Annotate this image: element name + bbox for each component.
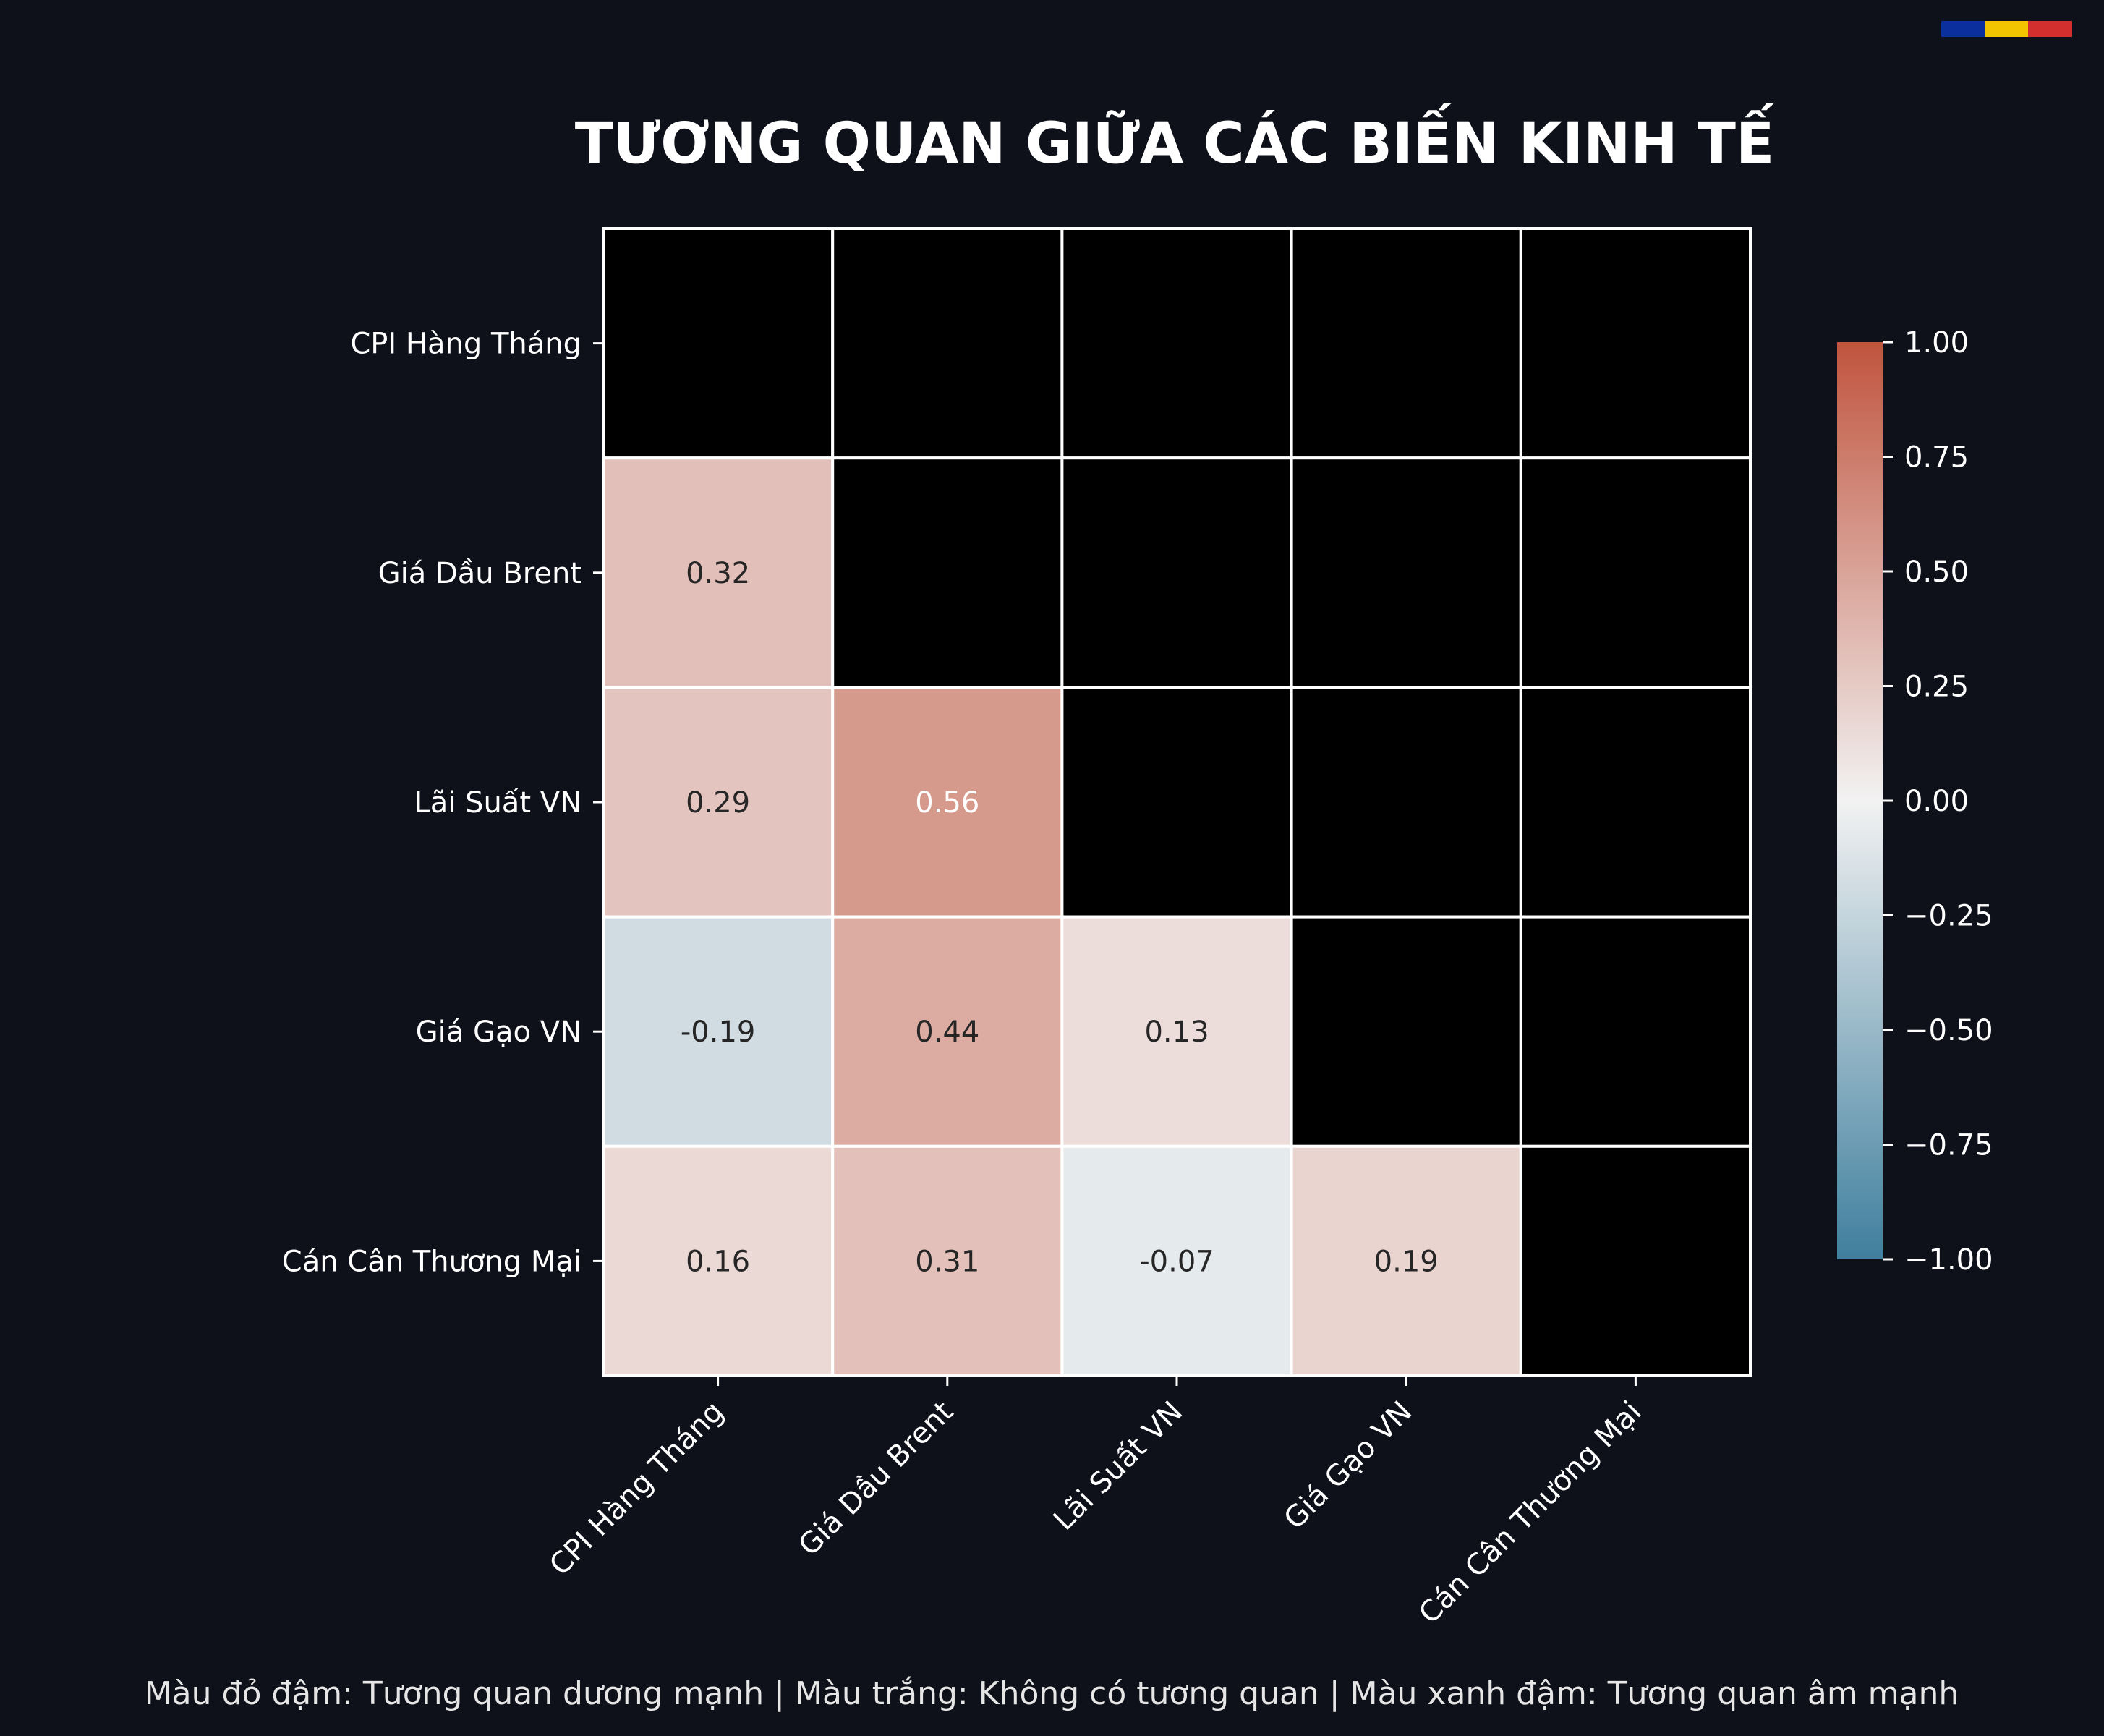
heatmap-cell-r4-c0 xyxy=(602,1144,835,1378)
heatmap-cell-r3-c4 xyxy=(1519,915,1752,1148)
heatmap-cell-r0-c0 xyxy=(602,227,835,460)
heatmap-cell-r2-c4 xyxy=(1519,686,1752,919)
cell-value-label-r4-c2: -0.07 xyxy=(1139,1245,1214,1278)
x-tick-label: Cán Cân Thương Mại xyxy=(1413,1395,1648,1630)
y-tick-label: Lãi Suất VN xyxy=(414,786,582,820)
heatmap-cell-r0-c1 xyxy=(831,227,1064,460)
y-tick-label: Giá Dầu Brent xyxy=(378,557,582,590)
footnote: Màu đỏ đậm: Tương quan dương mạnh | Màu … xyxy=(145,1675,1959,1712)
flag-red-stripe xyxy=(2028,21,2072,37)
heatmap-cell-r2-c3 xyxy=(1290,686,1522,919)
heatmap-cell-r2-c2 xyxy=(1060,686,1293,919)
colorbar-tick-label: 1.00 xyxy=(1904,326,1969,359)
heatmap-value-labels: 0.32 0.29 0.56 -0.19 0.44 0.13 0.16 0.31 -0.07 0.… xyxy=(681,557,1439,1279)
x-tick-label: CPI Hàng Tháng xyxy=(543,1395,731,1583)
colorbar-tick-label: 0.50 xyxy=(1904,556,1969,589)
colorbar-ticks: 1.00 0.75 0.50 0.25 0.00 −0.25 −0.50 −0.75 −1.00 xyxy=(1883,326,1993,1277)
heatmap-cell-r1-c4 xyxy=(1519,456,1752,689)
heatmap-cell-r1-c1 xyxy=(831,456,1064,689)
colorbar-tick-label: 0.75 xyxy=(1904,441,1969,475)
heatmap-cell-r1-c2 xyxy=(1060,456,1293,689)
x-tick-label: Giá Gạo VN xyxy=(1278,1395,1419,1536)
cell-value-label-r4-c3: 0.19 xyxy=(1374,1245,1439,1278)
heatmap-cell-r0-c2 xyxy=(1060,227,1293,460)
cell-value-label-r4-c0: 0.16 xyxy=(686,1245,750,1278)
cell-value-label-r3-c2: 0.13 xyxy=(1144,1016,1209,1049)
flag-blue-stripe xyxy=(1941,21,1985,37)
heatmap-cell-r3-c2 xyxy=(1060,915,1293,1148)
colorbar xyxy=(1837,342,1883,1259)
colorbar-tick-label: −0.50 xyxy=(1904,1014,1993,1047)
y-tick-label: CPI Hàng Tháng xyxy=(350,328,582,361)
chart-title: TƯƠNG QUAN GIỮA CÁC BIẾN KINH TẾ xyxy=(575,103,1775,176)
heatmap-cells xyxy=(602,227,1752,1378)
heatmap-cell-r3-c3 xyxy=(1290,915,1522,1148)
heatmap-cell-r0-c3 xyxy=(1290,227,1522,460)
y-tick-label: Cán Cân Thương Mại xyxy=(282,1245,582,1278)
x-tick-label: Lãi Suất VN xyxy=(1047,1395,1189,1537)
x-tick-label: Giá Dầu Brent xyxy=(792,1395,959,1562)
colorbar-tick-label: −0.75 xyxy=(1904,1129,1993,1162)
heatmap-cell-r2-c1 xyxy=(831,686,1064,919)
cell-value-label-r4-c1: 0.31 xyxy=(915,1245,979,1278)
colorbar-tick-label: 0.25 xyxy=(1904,671,1969,704)
cell-value-label-r3-c0: -0.19 xyxy=(681,1016,756,1049)
flag-yellow-stripe xyxy=(1985,21,2028,37)
heatmap-cell-r4-c2 xyxy=(1060,1144,1293,1378)
y-tick-label: Giá Gạo VN xyxy=(416,1016,582,1049)
cell-value-label-r3-c1: 0.44 xyxy=(915,1016,979,1049)
heatmap-cell-r0-c4 xyxy=(1519,227,1752,460)
colorbar-tick-label: 0.00 xyxy=(1904,785,1969,818)
cell-value-label-r1-c0: 0.32 xyxy=(686,557,750,590)
colorbar-tick-label: −1.00 xyxy=(1904,1243,1993,1277)
heatmap-cell-r4-c4 xyxy=(1519,1144,1752,1378)
x-axis: CPI Hàng Tháng Giá Dầu Brent Lãi Suất VN Gi… xyxy=(543,1376,1648,1630)
heatmap-cell-r1-c3 xyxy=(1290,456,1522,689)
colorbar-tick-label: −0.25 xyxy=(1904,900,1993,933)
cell-value-label-r2-c1: 0.56 xyxy=(915,786,979,820)
heatmap-cell-r3-c1 xyxy=(831,915,1064,1148)
y-axis: CPI Hàng Tháng Giá Dầu Brent Lãi Suất VN Gi… xyxy=(282,328,603,1278)
cell-value-label-r2-c0: 0.29 xyxy=(686,786,750,820)
heatmap-cell-r1-c0 xyxy=(602,456,835,689)
heatmap-cell-r3-c0 xyxy=(602,915,835,1148)
heatmap-cell-r4-c3 xyxy=(1290,1144,1522,1378)
